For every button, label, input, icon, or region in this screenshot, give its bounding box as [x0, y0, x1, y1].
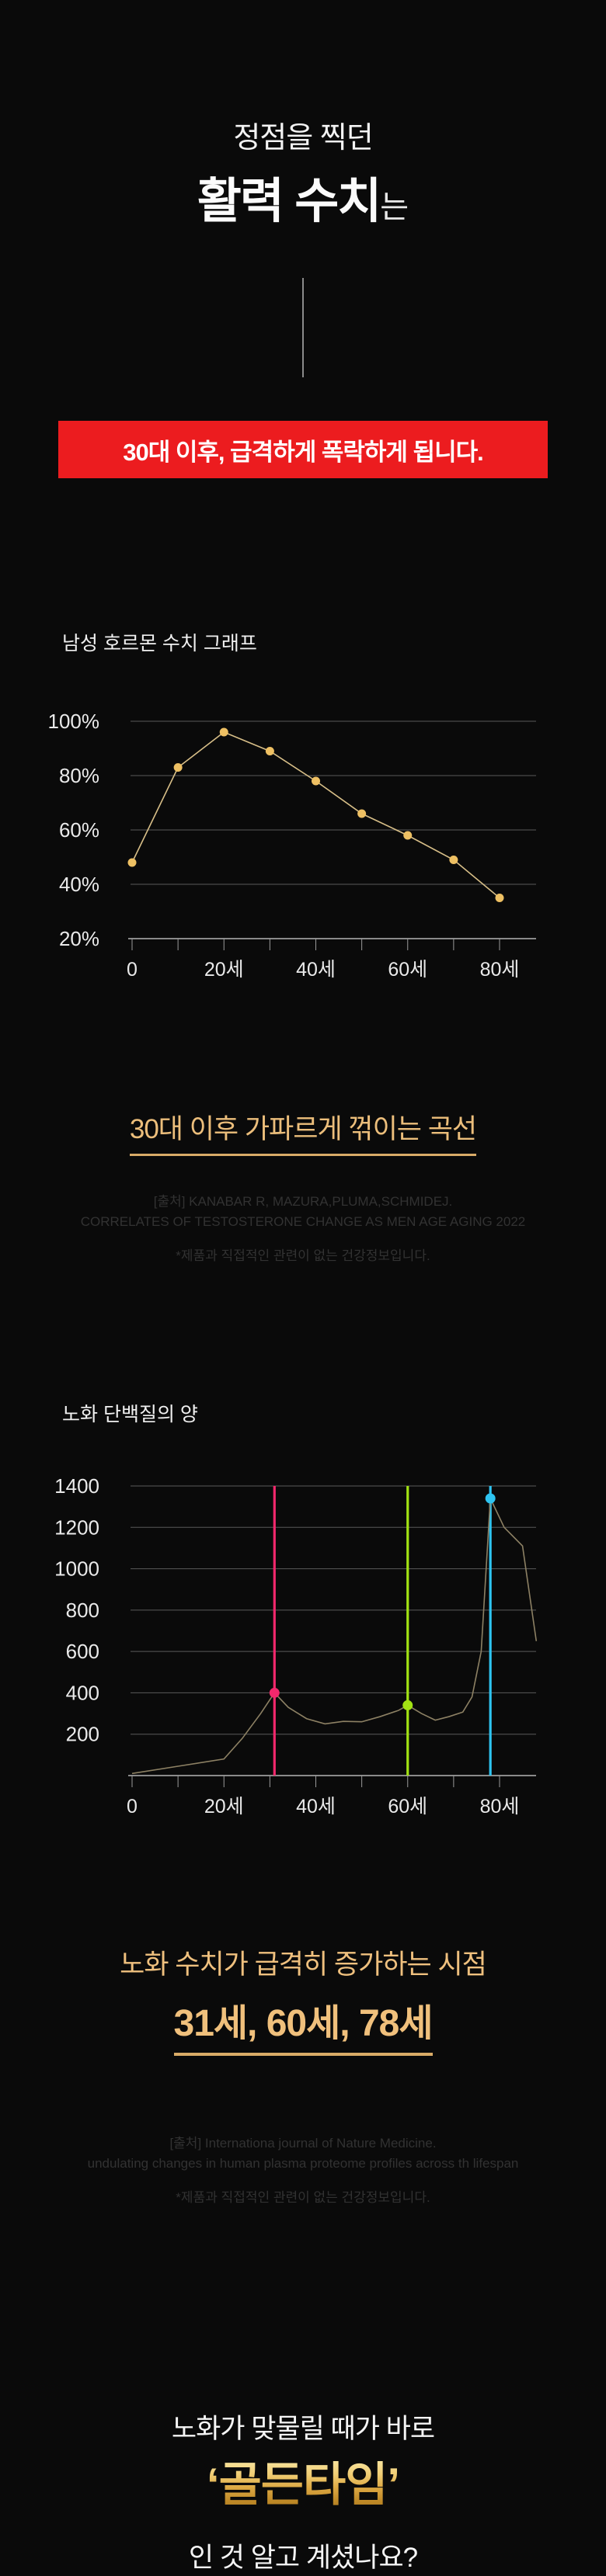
- y-axis-label: 200: [66, 1723, 99, 1746]
- alert-banner: 30대 이후, 급격하게 폭락하게 됩니다.: [58, 421, 548, 478]
- hero-title-strong: 활력 수치: [197, 175, 381, 228]
- footer-line2: 인 것 알고 계셨나요?: [188, 2543, 418, 2573]
- data-point: [357, 809, 367, 818]
- y-axis-label: 1200: [54, 1515, 99, 1539]
- y-axis-label: 40%: [59, 873, 99, 896]
- x-axis-label: 60세: [388, 1796, 427, 1817]
- x-axis-label: 60세: [388, 959, 427, 981]
- section1-heading-wrap: 30대 이후 가파르게 꺾이는 곡선: [0, 1107, 606, 1156]
- data-point: [312, 776, 320, 786]
- source-line: undulating changes in human plasma prote…: [87, 2156, 519, 2171]
- aging-protein-chart-title: 노화 단백질의 양: [62, 1404, 198, 1425]
- source-line: CORRELATES OF TESTOSTERONE CHANGE AS MEN…: [80, 1214, 526, 1229]
- data-point: [449, 856, 458, 864]
- y-axis-label: 80%: [59, 764, 99, 787]
- marker-dot-78세: [485, 1493, 496, 1504]
- x-axis-label: 0: [127, 959, 138, 981]
- y-axis-label: 60%: [59, 818, 99, 842]
- series-line: [131, 731, 500, 899]
- data-point: [127, 858, 137, 867]
- hero-subtitle: 정점을 찍던: [233, 122, 373, 154]
- disclaimer-text: *제품과 직접적인 관련이 없는 건강정보입니다.: [176, 1248, 430, 1263]
- marker-dot-31세: [269, 1687, 280, 1698]
- hormone-chart-title: 남성 호르몬 수치 그래프: [62, 633, 257, 654]
- source-line: [출처] KANABAR R, MAZURA,PLUMA,SCHMIDEJ.: [153, 1194, 453, 1209]
- golden-time-wrap: ‘골든타임’: [0, 2456, 606, 2526]
- section2-ages-wrap: 31세, 60세, 78세: [0, 1992, 606, 2056]
- y-axis-label: 400: [66, 1681, 99, 1704]
- x-axis-label: 80세: [480, 1796, 520, 1817]
- alert-banner-text: 30대 이후, 급격하게 폭락하게 됩니다.: [123, 438, 483, 466]
- hero-title-suffix: 는: [380, 190, 409, 224]
- aging-protein-chart: 1400 1200 1000 800 600 400 200 0 20세 40세 60세 80세: [54, 1474, 538, 1817]
- y-axis-label: 20%: [59, 927, 99, 950]
- section1-heading: 30대 이후 가파르게 꺾이는 곡선: [129, 1107, 477, 1156]
- marker-dot-60세: [402, 1699, 413, 1710]
- x-axis-label: 0: [127, 1796, 138, 1817]
- golden-time-text: ‘골든타임’: [206, 2459, 400, 2511]
- y-axis-label: 800: [66, 1599, 99, 1622]
- y-axis-label: 1400: [54, 1474, 99, 1498]
- hormone-chart-section: 남성 호르몬 수치 그래프 100% 80% 60% 40% 20% 0 20세 40세 60세…: [0, 632, 606, 1020]
- data-point: [403, 831, 413, 840]
- source-line: [출처] Internationa journal of Nature Medi…: [169, 2136, 437, 2151]
- y-axis-label: 1000: [54, 1557, 99, 1581]
- data-point: [265, 747, 274, 755]
- footer-line1: 노화가 맞물릴 때가 바로: [171, 2414, 435, 2444]
- hormone-chart: 100% 80% 60% 40% 20% 0 20세 40세 60세 80세: [48, 710, 536, 981]
- aging-protein-chart-section: 노화 단백질의 양 1400 1200 1000 800 600 400 200 0 20세 40…: [0, 1403, 606, 1824]
- data-point: [219, 727, 228, 737]
- footer-section: 노화가 맞물릴 때가 바로 ‘골든타임’ 인 것 알고 계셨나요?: [0, 2411, 606, 2576]
- data-point: [173, 763, 183, 772]
- section2-source: [출처] Internationa journal of Nature Medi…: [0, 2133, 606, 2208]
- x-axis-label: 80세: [480, 959, 520, 981]
- section2-ages: 31세, 60세, 78세: [173, 1992, 434, 2056]
- vertical-divider: [302, 278, 304, 377]
- section2-heading-wrap: 노화 수치가 급격히 증가하는 시점 31세, 60세, 78세: [0, 1947, 606, 2056]
- disclaimer-text: *제품과 직접적인 관련이 없는 건강정보입니다.: [176, 2190, 430, 2205]
- x-axis-label: 40세: [296, 959, 336, 981]
- x-axis-label: 20세: [204, 959, 244, 981]
- x-axis-label: 20세: [204, 1796, 244, 1817]
- hero-title: 활력 수치는: [0, 171, 606, 245]
- series-line: [131, 1498, 538, 1775]
- y-axis-label: 600: [66, 1640, 99, 1663]
- y-axis-label: 100%: [48, 710, 100, 733]
- x-axis-label: 40세: [296, 1796, 336, 1817]
- hero-section: 정점을 찍던 활력 수치는: [0, 0, 606, 377]
- data-point: [495, 894, 504, 902]
- section2-heading: 노화 수치가 급격히 증가하는 시점: [120, 1949, 487, 1980]
- section1-source: [출처] KANABAR R, MAZURA,PLUMA,SCHMIDEJ. C…: [0, 1192, 606, 1266]
